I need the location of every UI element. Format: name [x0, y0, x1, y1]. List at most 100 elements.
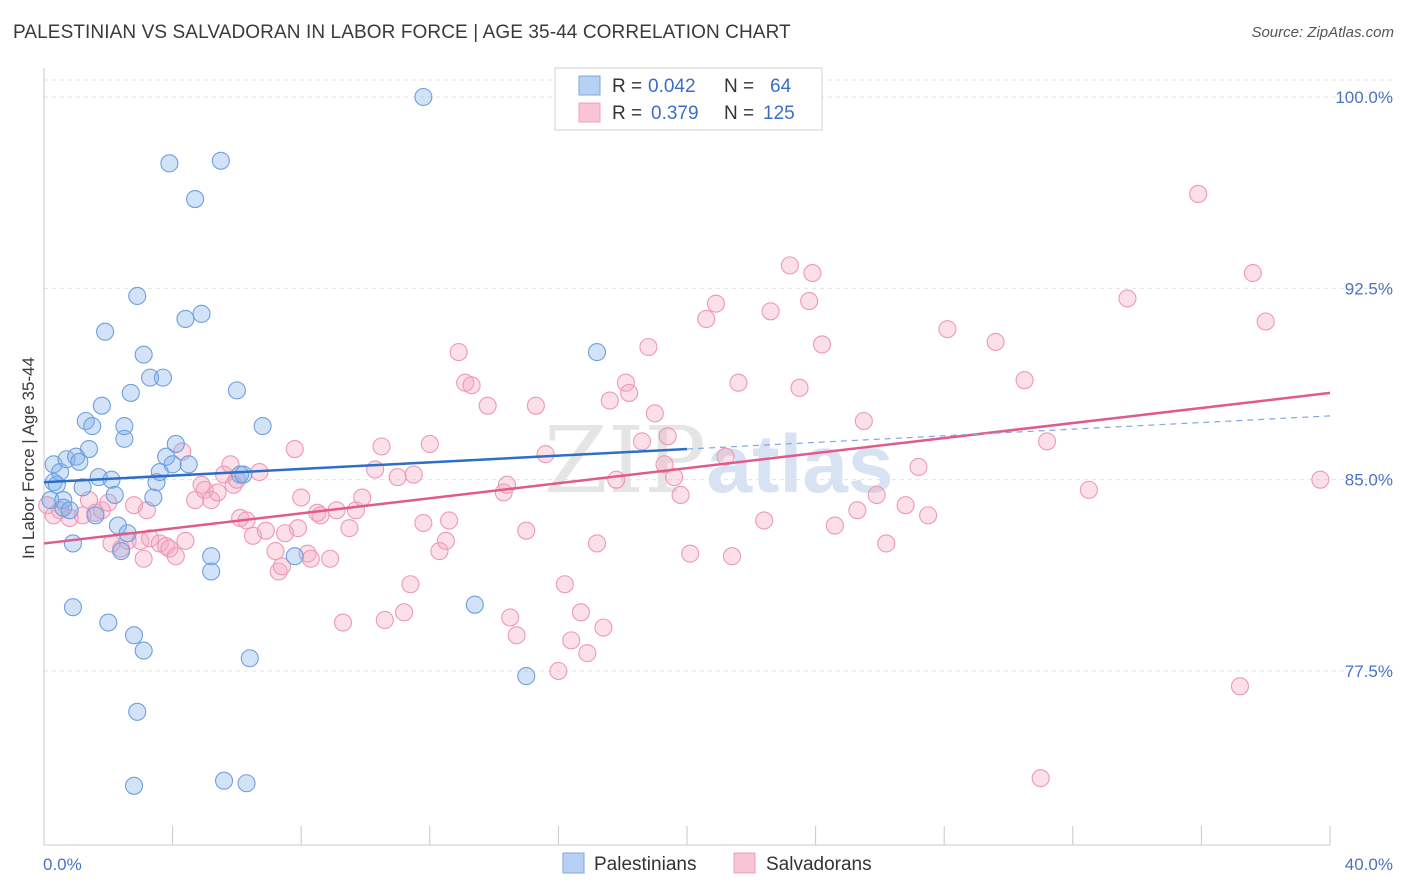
palestinians-point-48 — [202, 547, 221, 566]
salvadorans-point-124 — [1230, 677, 1250, 696]
palestinians-point-42 — [163, 455, 182, 474]
palestinians-point-44 — [176, 309, 195, 328]
series-layer — [38, 87, 1330, 795]
legend-n-label-1: N = — [724, 76, 754, 97]
salvadorans-point-27 — [208, 483, 227, 502]
salvadorans-point-83 — [594, 618, 613, 637]
salvadorans-point-60 — [404, 465, 423, 484]
salvadorans-point-73 — [507, 626, 526, 645]
salvadorans-point-103 — [780, 256, 799, 275]
legend-n-value-1: 64 — [770, 76, 792, 97]
chart-source: Source: ZipAtlas.com — [1251, 24, 1394, 41]
salvadorans-point-69 — [478, 396, 497, 415]
bottom-legend-swatch-salvadorans — [733, 852, 756, 874]
x-tick-label-0: 0.0% — [43, 855, 82, 874]
salvadorans-point-42 — [288, 519, 308, 538]
salvadorans-point-24 — [192, 475, 211, 494]
salvadorans-point-106 — [803, 263, 822, 283]
palestinians-point-63 — [63, 598, 82, 617]
salvadorans-point-90 — [645, 404, 664, 423]
palestinians-point-5 — [54, 491, 73, 510]
watermark-atlas: atlas — [707, 419, 894, 510]
palestinians-point-41 — [160, 154, 179, 173]
salvadorans-point-51 — [340, 519, 359, 538]
salvadorans-point-96 — [697, 309, 716, 328]
palestinians-point-49 — [202, 562, 221, 581]
palestinians-point-39 — [153, 368, 173, 387]
palestinians-trend-extension — [686, 415, 1331, 450]
salvadorans-point-36 — [256, 521, 275, 540]
salvadorans-point-14 — [134, 549, 153, 568]
legend-r-label-1: R = — [612, 76, 642, 97]
palestinians-point-34 — [134, 641, 153, 660]
salvadorans-point-66 — [449, 343, 468, 362]
salvadorans-point-19 — [160, 539, 179, 558]
salvadorans-point-108 — [825, 516, 844, 535]
salvadorans-point-62 — [420, 434, 439, 454]
y-tick-label-0: 77.5% — [1345, 662, 1393, 681]
salvadorans-point-112 — [877, 534, 896, 553]
salvadorans-point-100 — [729, 373, 748, 392]
palestinians-point-19 — [96, 322, 115, 341]
salvadorans-point-26 — [202, 491, 221, 510]
salvadorans-point-45 — [301, 549, 320, 568]
salvadorans-point-59 — [401, 575, 420, 594]
salvadorans-point-20 — [166, 547, 185, 566]
salvadorans-point-82 — [587, 534, 607, 553]
salvadorans-point-84 — [600, 391, 619, 410]
salvadorans-point-107 — [812, 335, 832, 354]
palestinians-point-22 — [105, 485, 124, 505]
salvadorans-point-48 — [321, 549, 340, 568]
salvadorans-point-115 — [919, 506, 938, 525]
salvadorans-point-88 — [632, 432, 652, 451]
top-legend: R = 0.042 N = 64 R = 0.379 N = 125 — [554, 67, 823, 131]
palestinians-point-54 — [234, 465, 253, 484]
palestinians-point-8 — [60, 501, 79, 520]
palestinians-point-35 — [141, 368, 160, 387]
salvadorans-point-104 — [790, 378, 809, 397]
legend-swatch-palestinians — [578, 75, 601, 96]
palestinians-point-29 — [124, 626, 144, 645]
salvadorans-point-41 — [285, 440, 304, 459]
palestinians-point-59 — [414, 87, 433, 107]
salvadorans-point-109 — [848, 501, 867, 520]
salvadorans-point-89 — [639, 337, 658, 357]
salvadorans-point-79 — [562, 631, 581, 650]
palestinians-point-26 — [115, 417, 134, 436]
salvadorans-point-116 — [938, 320, 957, 339]
palestinians-point-12 — [73, 478, 92, 497]
salvadorans-point-86 — [616, 373, 635, 392]
salvadorans-point-91 — [655, 455, 674, 474]
salvadorans-point-120 — [1038, 432, 1057, 451]
salvadorans-point-57 — [388, 468, 407, 487]
salvadorans-point-119 — [1031, 769, 1050, 788]
legend-swatch-salvadorans — [578, 102, 601, 123]
palestinians-point-55 — [237, 774, 256, 793]
palestinians-point-50 — [211, 151, 230, 170]
salvadorans-point-127 — [1311, 470, 1330, 489]
palestinians-point-51 — [214, 771, 234, 790]
salvadorans-point-122 — [1118, 289, 1137, 308]
salvadorans-point-58 — [395, 603, 414, 622]
salvadorans-point-37 — [266, 542, 285, 561]
palestinians-point-56 — [240, 649, 259, 668]
salvadorans-point-43 — [292, 488, 311, 507]
salvadorans-point-65 — [440, 511, 459, 530]
salvadorans-point-76 — [536, 445, 555, 464]
salvadorans-point-118 — [1015, 371, 1034, 390]
palestinians-point-20 — [99, 613, 118, 632]
salvadorans-point-126 — [1256, 312, 1275, 331]
salvadorans-point-85 — [607, 470, 626, 489]
salvadorans-point-50 — [333, 613, 353, 632]
watermark-zip: ZIP — [544, 407, 706, 514]
salvadorans-point-11 — [118, 531, 137, 550]
y-tick-label-1: 85.0% — [1345, 471, 1393, 490]
series-palestinians — [41, 87, 607, 795]
palestinians-point-28 — [121, 383, 140, 402]
salvadorans-point-75 — [526, 396, 545, 415]
palestinians-point-32 — [128, 286, 147, 306]
trend-layer — [43, 391, 1331, 545]
salvadorans-point-99 — [722, 547, 742, 566]
salvadorans-point-123 — [1189, 184, 1208, 203]
